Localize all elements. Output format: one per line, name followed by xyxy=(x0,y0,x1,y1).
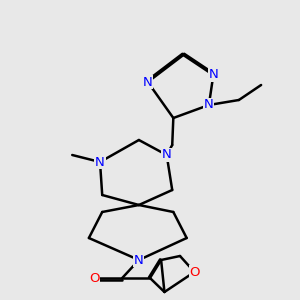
Text: O: O xyxy=(89,272,100,284)
Text: N: N xyxy=(134,254,144,266)
Text: O: O xyxy=(189,266,200,278)
Text: N: N xyxy=(143,76,153,88)
Text: N: N xyxy=(204,98,214,112)
Text: N: N xyxy=(162,148,172,161)
Text: N: N xyxy=(95,155,105,169)
Text: N: N xyxy=(208,68,218,82)
